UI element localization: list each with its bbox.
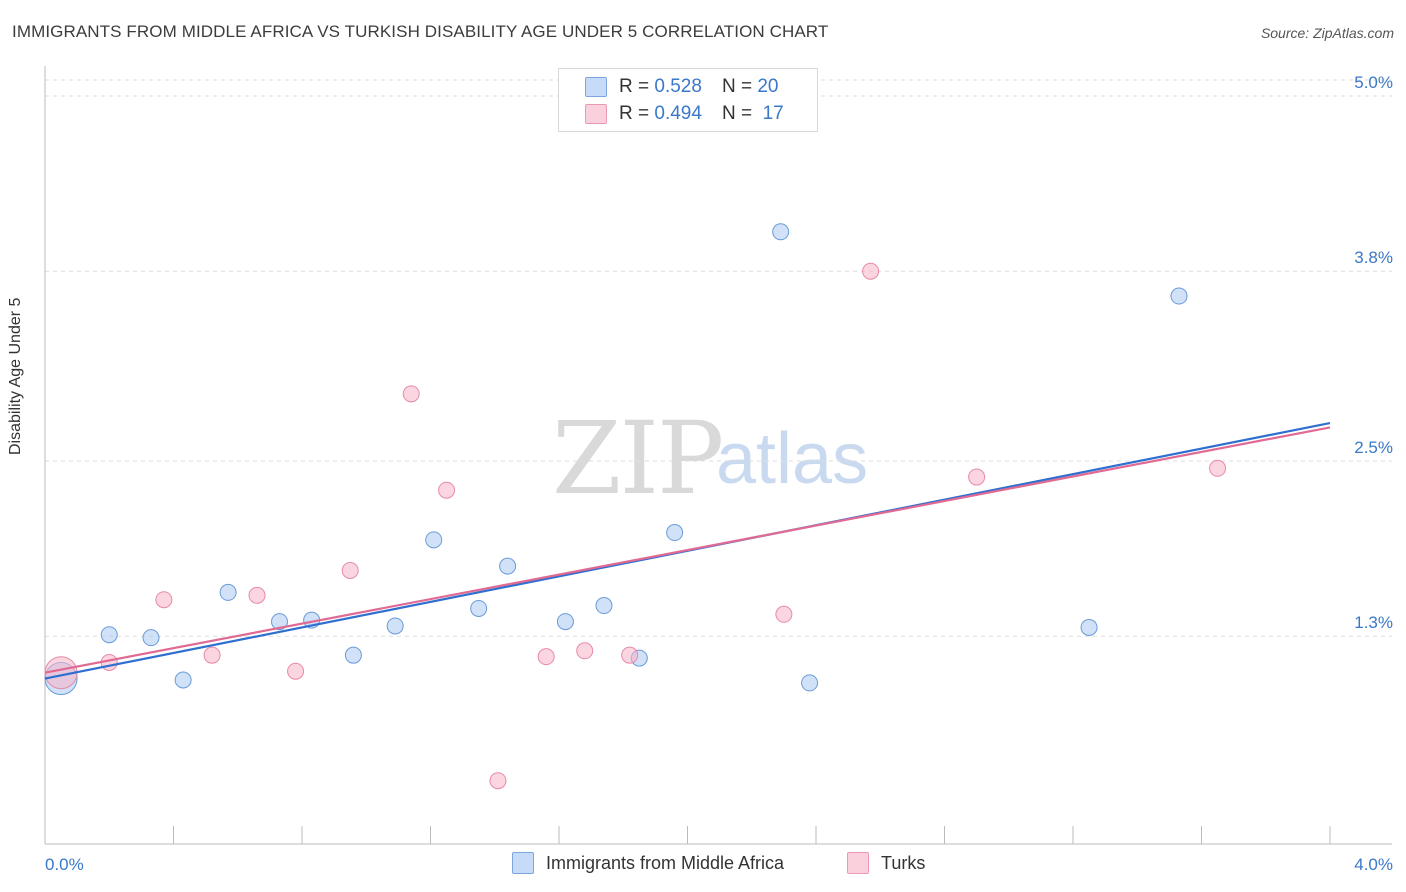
data-point-turks: [775, 605, 793, 623]
data-point-middle-africa: [271, 613, 289, 631]
data-point-middle-africa: [344, 646, 362, 664]
data-point-middle-africa: [595, 597, 613, 615]
y-tick-label: 2.5%: [1354, 438, 1393, 457]
data-point-turks: [402, 385, 420, 403]
data-point-turks: [621, 646, 639, 664]
data-point-middle-africa: [142, 629, 160, 647]
data-point-middle-africa: [499, 557, 517, 575]
data-point-middle-africa: [772, 223, 790, 241]
legend-label: Turks: [881, 852, 926, 873]
stats-legend-row-2: R = 0.494 N = 17: [585, 102, 784, 126]
watermark-zip: ZIP: [552, 400, 724, 517]
n-value: 17: [762, 103, 784, 124]
r-value: 0.528: [654, 76, 702, 97]
data-point-turks: [155, 591, 173, 609]
data-point-middle-africa: [219, 583, 237, 601]
y-axis-label: Disability Age Under 5: [7, 297, 24, 455]
legend-swatch-pink: [847, 852, 869, 874]
legend-swatch-pink: [585, 104, 607, 124]
data-point-turks: [576, 642, 594, 660]
r-label: R =: [619, 76, 650, 97]
legend-item-middle-africa: Immigrants from Middle Africa: [512, 852, 784, 874]
data-point-middle-africa: [801, 674, 819, 692]
data-point-turks: [203, 646, 221, 664]
n-label: N =: [721, 76, 753, 97]
watermark-atlas: atlas: [716, 419, 869, 499]
x-tick-label: 0.0%: [45, 855, 84, 874]
data-point-turks: [489, 772, 507, 790]
legend-swatch-blue: [512, 852, 534, 874]
data-point-turks: [287, 662, 305, 680]
chart-title: IMMIGRANTS FROM MIDDLE AFRICA VS TURKISH…: [12, 22, 829, 41]
trend-line-turks: [44, 426, 1331, 674]
data-point-middle-africa: [470, 599, 488, 617]
y-tick-label: 3.8%: [1354, 248, 1393, 267]
data-point-turks: [968, 468, 986, 486]
stats-legend: R = 0.528 N = 20 R = 0.494 N = 17: [558, 68, 818, 132]
data-point-middle-africa: [666, 524, 684, 542]
n-label: N =: [721, 103, 753, 124]
x-tick-label: 4.0%: [1354, 855, 1393, 874]
data-point-middle-africa: [174, 671, 192, 689]
data-point-turks: [341, 562, 359, 579]
legend-swatch-blue: [585, 77, 607, 97]
data-point-middle-africa: [100, 626, 118, 644]
y-tick-label: 5.0%: [1354, 73, 1393, 92]
r-value: 0.494: [654, 103, 702, 124]
legend-item-turks: Turks: [847, 852, 925, 874]
source-label: Source: ZipAtlas.com: [1260, 25, 1394, 41]
y-tick-label: 1.3%: [1354, 613, 1393, 632]
data-point-middle-africa: [1080, 618, 1098, 636]
data-point-middle-africa: [1170, 287, 1188, 305]
data-point-middle-africa: [386, 617, 404, 635]
data-point-turks: [248, 586, 266, 604]
data-point-turks: [1209, 459, 1227, 477]
data-point-turks: [438, 481, 456, 499]
legend-label: Immigrants from Middle Africa: [546, 852, 785, 873]
data-point-turks: [862, 262, 880, 280]
data-point-middle-africa: [425, 531, 443, 549]
data-point-middle-africa: [556, 613, 574, 631]
n-value: 20: [757, 76, 779, 97]
stats-legend-row-1: R = 0.528 N = 20: [585, 75, 778, 99]
data-point-turks: [537, 648, 555, 666]
r-label: R =: [619, 103, 650, 124]
